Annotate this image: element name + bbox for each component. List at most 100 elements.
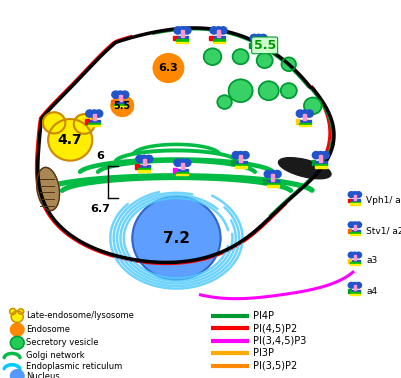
Bar (138, 170, 150, 172)
Circle shape (355, 192, 362, 197)
Circle shape (140, 155, 148, 163)
Circle shape (348, 192, 354, 197)
Bar (354, 195, 356, 200)
Bar (350, 262, 360, 263)
Circle shape (269, 170, 277, 178)
Bar (350, 290, 360, 292)
Circle shape (183, 159, 191, 166)
Bar (181, 163, 184, 169)
Circle shape (86, 110, 93, 117)
Bar (304, 113, 306, 120)
Bar (263, 179, 267, 184)
Bar (299, 120, 311, 122)
Text: Endoplasmic reticulum: Endoplasmic reticulum (26, 362, 122, 371)
Bar (114, 101, 126, 103)
Bar (231, 160, 235, 165)
Circle shape (348, 252, 354, 258)
Circle shape (116, 91, 124, 98)
Circle shape (232, 152, 240, 159)
Circle shape (273, 170, 281, 178)
Circle shape (10, 370, 24, 378)
Text: 5.5: 5.5 (113, 101, 131, 111)
Circle shape (352, 252, 358, 258)
Circle shape (183, 27, 191, 34)
Bar (315, 161, 327, 164)
Circle shape (348, 282, 354, 288)
Circle shape (215, 27, 223, 34)
Circle shape (322, 152, 329, 159)
Bar (354, 255, 356, 260)
Circle shape (204, 48, 221, 65)
Bar (176, 174, 188, 175)
Bar (348, 290, 350, 293)
Bar (176, 169, 188, 171)
Bar (267, 183, 279, 185)
Circle shape (229, 79, 253, 102)
Bar (348, 199, 350, 202)
Bar (235, 164, 247, 166)
Bar (111, 100, 115, 105)
Circle shape (296, 110, 304, 117)
Bar (93, 113, 95, 120)
Circle shape (355, 282, 362, 288)
Circle shape (11, 311, 23, 322)
Text: PI3P: PI3P (253, 348, 274, 358)
Circle shape (43, 112, 65, 133)
Bar (235, 161, 247, 164)
Bar (213, 37, 225, 39)
Bar (354, 285, 356, 290)
Text: 7.2: 7.2 (163, 231, 190, 246)
Bar (173, 36, 177, 40)
Circle shape (306, 110, 313, 117)
Bar (235, 166, 247, 168)
Bar (350, 294, 360, 295)
Bar (143, 159, 146, 166)
Circle shape (90, 110, 98, 117)
Bar (350, 264, 360, 265)
Circle shape (10, 323, 24, 336)
Bar (350, 232, 360, 233)
Circle shape (18, 309, 24, 314)
Circle shape (210, 27, 218, 34)
Circle shape (257, 53, 273, 68)
Bar (217, 30, 220, 37)
Bar (348, 229, 350, 232)
Text: 4.7: 4.7 (58, 133, 83, 147)
Bar (114, 104, 126, 105)
Ellipse shape (37, 167, 59, 211)
Bar (209, 36, 213, 40)
Bar (296, 119, 299, 124)
Bar (271, 174, 274, 181)
Circle shape (304, 98, 322, 114)
Bar (249, 43, 253, 48)
Bar (135, 164, 139, 169)
Circle shape (74, 114, 95, 134)
Bar (257, 38, 260, 45)
Circle shape (352, 222, 358, 228)
Bar (88, 120, 100, 122)
Circle shape (312, 152, 320, 159)
Text: Late-endosome/lysosome: Late-endosome/lysosome (26, 311, 134, 320)
Circle shape (178, 27, 186, 34)
Text: PI(3,5)P2: PI(3,5)P2 (253, 361, 298, 370)
Bar (239, 155, 242, 162)
Bar (213, 39, 225, 41)
Circle shape (237, 152, 245, 159)
Bar (213, 42, 225, 43)
Circle shape (10, 336, 24, 349)
Bar (176, 37, 188, 39)
Bar (114, 106, 126, 107)
Bar (176, 42, 188, 43)
Text: Stv1/ a2: Stv1/ a2 (366, 226, 401, 235)
Text: Golgi network: Golgi network (26, 351, 85, 360)
Bar (88, 122, 100, 124)
Circle shape (352, 282, 358, 288)
Bar (253, 44, 265, 46)
Circle shape (121, 91, 129, 98)
Bar (350, 201, 360, 203)
Text: PI4P: PI4P (253, 311, 274, 321)
Circle shape (355, 252, 362, 258)
Bar (119, 94, 122, 101)
Circle shape (352, 192, 358, 197)
Bar (350, 260, 360, 262)
